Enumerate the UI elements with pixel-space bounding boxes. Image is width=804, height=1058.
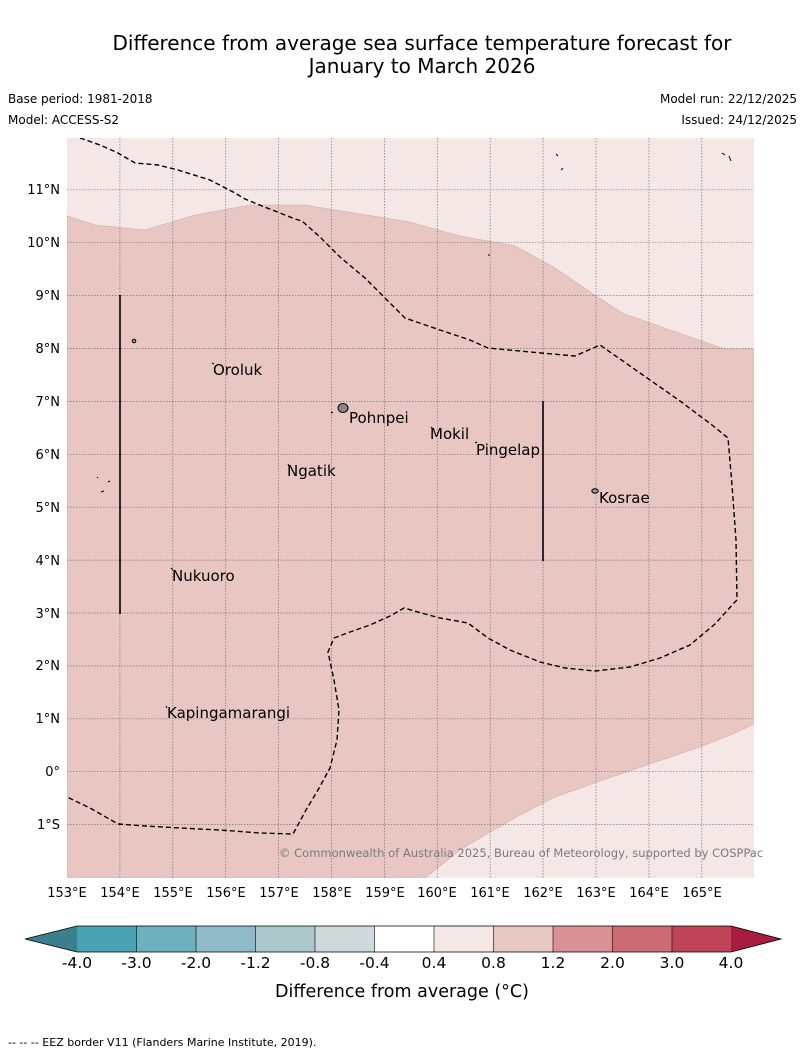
graticule — [67, 138, 754, 878]
lat-label: 1°N — [36, 712, 61, 727]
label-kosrae: Kosrae — [599, 489, 650, 507]
colorbar-bin — [77, 926, 137, 952]
colorbar-tick: -0.4 — [359, 954, 389, 972]
islands — [96, 152, 732, 709]
title-line-1: Difference from average sea surface temp… — [112, 31, 732, 55]
colorbar-label: Difference from average (°C) — [275, 982, 529, 1002]
copyright-note: © Commonwealth of Australia 2025, Bureau… — [279, 846, 763, 860]
lat-label: 6°N — [36, 448, 61, 463]
colorbar-tick: 2.0 — [600, 954, 625, 972]
island-west — [131, 338, 137, 344]
colorbar-tick: -4.0 — [62, 954, 92, 972]
lat-label: 2°N — [36, 659, 61, 674]
lat-label: 9°N — [36, 289, 61, 304]
colorbar — [24, 925, 783, 953]
lat-axis-labels: 11°N 10°N 9°N 8°N 7°N 6°N 5°N 4°N 3°N 2°… — [27, 183, 60, 833]
lat-label: 8°N — [36, 342, 61, 357]
lon-label: 158°E — [312, 886, 352, 901]
lat-label: 4°N — [36, 554, 61, 569]
island-kosrae — [591, 488, 599, 494]
lon-axis-labels: 153°E 154°E 155°E 156°E 157°E 158°E 159°… — [47, 886, 722, 901]
lat-label: 5°N — [36, 501, 61, 516]
label-pohnpei: Pohnpei — [349, 409, 409, 427]
colorbar-tick: 4.0 — [719, 954, 744, 972]
label-kapingamarangi: Kapingamarangi — [167, 704, 290, 722]
lat-label: 10°N — [27, 236, 60, 251]
lon-label: 160°E — [417, 886, 457, 901]
model-run: Model run: 22/12/2025 — [659, 92, 797, 106]
lat-label: 11°N — [27, 183, 60, 198]
colorbar-tick: -2.0 — [181, 954, 211, 972]
lat-label: 7°N — [36, 395, 61, 410]
anomaly-band-medium — [67, 204, 754, 878]
map-panel — [67, 138, 754, 878]
lon-label: 165°E — [682, 886, 722, 901]
colorbar-outline — [24, 925, 783, 953]
colorbar-bin — [434, 926, 494, 952]
lat-label: 3°N — [36, 607, 61, 622]
island-dots-small — [165, 254, 490, 709]
colorbar-tick: 3.0 — [660, 954, 685, 972]
colorbar-tick: 0.8 — [481, 954, 506, 972]
label-oroluk: Oroluk — [213, 361, 262, 379]
colorbar-tick: -3.0 — [121, 954, 151, 972]
lon-label: 162°E — [523, 886, 563, 901]
colorbar-bin — [672, 926, 731, 952]
lon-label: 159°E — [365, 886, 405, 901]
lon-label: 161°E — [470, 886, 510, 901]
colorbar-bin — [136, 926, 196, 952]
colorbar-bin — [196, 926, 256, 952]
lon-label: 156°E — [206, 886, 246, 901]
colorbar-bin — [612, 926, 672, 952]
lon-label: 164°E — [629, 886, 669, 901]
colorbar-tick: -1.2 — [240, 954, 270, 972]
issued-date: Issued: 24/12/2025 — [681, 113, 797, 127]
colorbar-tick: -0.8 — [300, 954, 330, 972]
colorbar-ticks: -4.0 -3.0 -2.0 -1.2 -0.8 -0.4 0.4 0.8 1.… — [62, 954, 743, 972]
lon-label: 154°E — [100, 886, 140, 901]
chart-title: Difference from average sea surface temp… — [0, 32, 804, 78]
eez-footnote: -- -- -- EEZ border V11 (Flanders Marine… — [8, 1036, 317, 1049]
place-labels: Oroluk Pohnpei Mokil Pingelap Ngatik Kos… — [167, 361, 650, 722]
label-mokil: Mokil — [430, 425, 469, 443]
eez-border-north — [67, 138, 738, 835]
model-name: Model: ACCESS-S2 — [8, 113, 120, 127]
colorbar-bin — [374, 926, 434, 952]
island-pohnpei — [337, 403, 349, 413]
colorbar-tick: 0.4 — [422, 954, 447, 972]
colorbar-tick: 1.2 — [541, 954, 566, 972]
colorbar-bin — [255, 926, 315, 952]
lat-label: 0° — [45, 765, 60, 780]
colorbar-bin — [553, 926, 613, 952]
colorbar-bin — [493, 926, 553, 952]
title-line-2: January to March 2026 — [308, 54, 536, 78]
island-dots-west — [96, 476, 111, 493]
lon-label: 157°E — [259, 886, 299, 901]
base-period: Base period: 1981-2018 — [8, 92, 153, 106]
eez-borders — [67, 138, 738, 835]
lat-label: 1°S — [37, 818, 60, 833]
colorbar-bin — [315, 926, 375, 952]
label-ngatik: Ngatik — [287, 462, 336, 480]
colorbar-extend-low — [25, 926, 77, 952]
island-dots-north — [555, 152, 732, 171]
label-pingelap: Pingelap — [476, 441, 540, 459]
lon-label: 155°E — [153, 886, 193, 901]
colorbar-extend-high — [731, 926, 781, 952]
lon-label: 153°E — [47, 886, 87, 901]
label-nukuoro: Nukuoro — [172, 567, 235, 585]
lon-label: 163°E — [576, 886, 616, 901]
